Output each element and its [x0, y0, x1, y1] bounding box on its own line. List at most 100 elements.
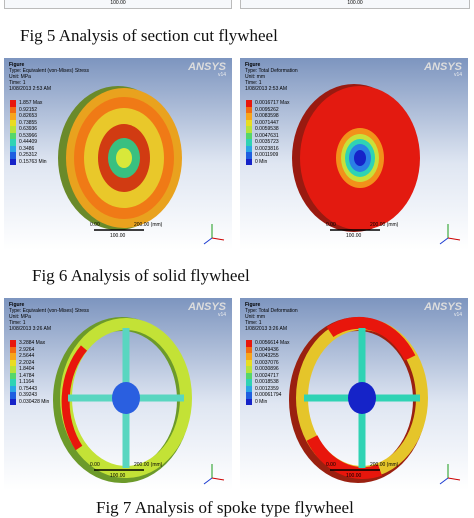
legend-label: 0.0056614 Max [255, 340, 290, 346]
scale-label: 200.00 (mm) [134, 462, 163, 468]
scale-label: 100.00 [346, 473, 362, 479]
legend-row: 0.75443 [10, 385, 49, 392]
legend-label: 1.4784 [19, 372, 35, 379]
legend-swatch [10, 366, 16, 373]
legend-row: 0.00061794 [246, 392, 289, 399]
legend-label: 1.8404 [19, 366, 35, 372]
legend-row: 0.73855 [10, 119, 47, 126]
info-line: Time: 1 [245, 80, 262, 86]
legend-label: 2.2024 [19, 359, 35, 366]
info-line: 1/08/2013 2:53 AM [9, 86, 51, 92]
info-line: Unit: MPa [9, 74, 31, 80]
legend-label: 2.5644 [19, 353, 35, 359]
legend-label: 0.44409 [19, 139, 38, 145]
legend: 0.0056614 Max 0.0049436 0.0043255 0.0037076… [246, 340, 289, 405]
ansys-version: v14 [217, 72, 226, 78]
ansys-logo: ANSYS [424, 61, 462, 73]
legend: 1.857 Max 0.92152 0.82653 0.73855 0.63936 0.5… [10, 100, 47, 165]
legend-label: 0.0012359 [255, 385, 279, 392]
legend-label: 0.82653 [19, 113, 38, 119]
top-image-right: 100.00 [240, 0, 470, 9]
legend-row: 0 Min [246, 158, 289, 165]
legend-label: 0.0083598 [255, 113, 279, 119]
legend-swatch [10, 158, 16, 165]
legend-row: 1.1164 [10, 379, 49, 386]
scale-label: 100.00 [346, 233, 362, 239]
info-line: 1/08/2013 3:26 AM [9, 326, 51, 332]
legend-swatch [246, 353, 252, 360]
legend-row: 0.0043255 [246, 353, 289, 360]
info-block: Figure Type: Total Deformation Unit: mm Tim… [245, 302, 298, 332]
legend-swatch [246, 158, 252, 165]
legend-label: 0.0023816 [255, 145, 279, 152]
legend-swatch [10, 353, 16, 360]
result-panel: Figure Type: Total Deformation Unit: mm Tim… [240, 58, 468, 250]
ansys-version: v14 [217, 312, 226, 318]
legend-swatch [10, 359, 16, 366]
legend-swatch [246, 100, 252, 107]
top-image-left: 100.00 [4, 0, 232, 9]
ansys-logo: ANSYS [424, 301, 462, 313]
legend-swatch [10, 145, 16, 152]
legend-label: 0.0047631 [255, 132, 279, 139]
legend-row: 0.0037076 [246, 359, 289, 366]
scale-label: 0.00 [90, 222, 100, 228]
legend-swatch [10, 132, 16, 139]
legend-swatch [246, 366, 252, 373]
legend-row: 1.8404 [10, 366, 49, 373]
legend-swatch [246, 392, 252, 399]
ansys-version: v14 [453, 72, 462, 78]
legend-row: 0.63936 [10, 126, 47, 133]
legend-label: 0.0049436 [255, 346, 279, 353]
info-line: Figure [245, 302, 261, 308]
info-line: Time: 1 [9, 80, 26, 86]
legend-label: 0 Min [255, 398, 268, 405]
legend-swatch [10, 152, 16, 159]
legend-swatch [246, 132, 252, 139]
legend-swatch [10, 372, 16, 379]
legend-swatch [10, 126, 16, 133]
scale-label: 200.00 (mm) [370, 222, 399, 228]
legend-label: 0.0030896 [255, 366, 279, 372]
legend-label: 3.2884 Max [19, 340, 46, 346]
scale-label: 100.00 [110, 0, 126, 6]
legend-swatch [246, 340, 252, 347]
axis [447, 237, 461, 241]
info-line: Type: Equivalent (von-Mises) Stress [9, 68, 90, 74]
axis [203, 477, 213, 485]
info-line: Unit: mm [245, 314, 265, 320]
info-line: Type: Total Deformation [245, 68, 298, 74]
legend-row: 0.0059538 [246, 126, 289, 133]
legend-label: 0.0011909 [255, 152, 279, 158]
legend-swatch [10, 100, 16, 107]
figure-caption: Fig 7 Analysis of spoke type flywheel [96, 498, 354, 517]
legend-label: 0.0024717 [255, 372, 279, 379]
axis [447, 477, 461, 481]
legend-swatch [246, 139, 252, 146]
axis [211, 477, 225, 481]
figure-caption: Fig 5 Analysis of section cut flywheel [20, 26, 278, 45]
info-block: Figure Type: Total Deformation Unit: mm Tim… [245, 62, 298, 92]
legend-label: 0.0016717 Max [255, 100, 290, 106]
legend-swatch [10, 106, 16, 113]
info-line: Unit: mm [245, 74, 265, 80]
info-line: Time: 1 [245, 320, 262, 326]
legend-row: 1.4784 [10, 372, 49, 379]
flywheel-render [292, 84, 461, 245]
flywheel-render [289, 316, 461, 485]
legend-row: 2.9264 [10, 346, 49, 353]
result-panel: Figure Type: Total Deformation Unit: mm Tim… [240, 298, 468, 490]
legend-swatch [10, 385, 16, 392]
legend: 0.0016717 Max 0.0095262 0.0083598 0.0071447… [246, 100, 289, 165]
scale-label: 100.00 [110, 233, 126, 239]
info-line: Figure [9, 302, 25, 308]
legend-swatch [246, 359, 252, 366]
info-line: Time: 1 [9, 320, 26, 326]
legend-swatch [10, 139, 16, 146]
legend-swatch [246, 145, 252, 152]
legend-label: 0.0043255 [255, 353, 279, 359]
legend-label: 0.0071447 [255, 119, 279, 126]
legend-label: 0.0059538 [255, 126, 279, 132]
legend-row: 0.0047631 [246, 132, 289, 139]
info-line: 1/08/2013 3:26 AM [245, 326, 287, 332]
